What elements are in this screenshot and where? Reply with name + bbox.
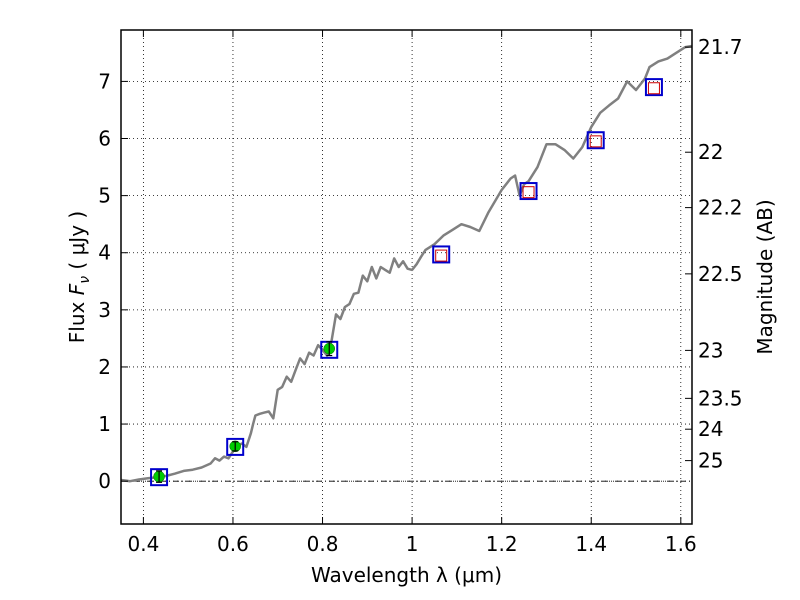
y-axis-label-symbol: F [65,283,89,295]
y-axis-label: Flux Fν ( μJy ) [65,211,93,343]
model-photometry-box [644,78,663,97]
y-axis-label-prefix: Flux [65,295,89,343]
y2-tick-label: 22.2 [698,196,743,220]
y-tick-label: 6 [98,127,111,151]
upper-limit-marker [589,135,602,148]
y-tick-label: 4 [98,241,111,265]
x-tick-label: 1.2 [486,532,518,556]
x-tick-label: 0.8 [307,532,339,556]
y-axis-label-suffix: ( μJy ) [65,211,89,276]
y2-axis-label: Magnitude (AB) [753,199,777,354]
model-photometry-box [150,468,169,487]
model-photometry-box [226,437,245,456]
x-tick-label: 1 [406,532,419,556]
model-spectrum-line [121,44,692,483]
y2-tick-label: 23.5 [698,386,743,410]
model-photometry-box [586,131,605,150]
y2-tick-label: 21.7 [698,35,743,59]
series-layer [121,44,692,487]
y-tick-label: 1 [98,412,111,436]
y-tick-label: 0 [98,469,111,493]
y-axis-label-subscript: ν [77,276,93,284]
model-photometry-box [432,245,451,264]
x-tick-label: 0.4 [127,532,159,556]
y2-tick-label: 24 [698,417,723,441]
y-tick-label: 3 [98,298,111,322]
upper-limit-marker [647,82,660,95]
plot-frame [120,29,693,525]
y2-tick-label: 23 [698,338,723,362]
y2-tick-label: 25 [698,449,723,473]
upper-limit-marker [522,186,535,199]
upper-limit-marker [435,249,448,262]
x-tick-label: 1.4 [575,532,607,556]
y-tick-label: 5 [98,184,111,208]
y2-tick-label: 22.5 [698,262,743,286]
y2-tick-label: 22 [698,140,723,164]
x-tick-label: 0.6 [217,532,249,556]
model-photometry-box [519,182,538,201]
axis-ticks: 0.4 0.6 0.8 1 1.2 1.4 1.60123456721.72222.222.… [98,30,743,556]
y-tick-label: 2 [98,355,111,379]
grid-lines [121,30,692,524]
x-axis-label: Wavelength λ (μm) [311,563,502,587]
y-tick-label: 7 [98,69,111,93]
x-tick-label: 1.6 [665,532,697,556]
